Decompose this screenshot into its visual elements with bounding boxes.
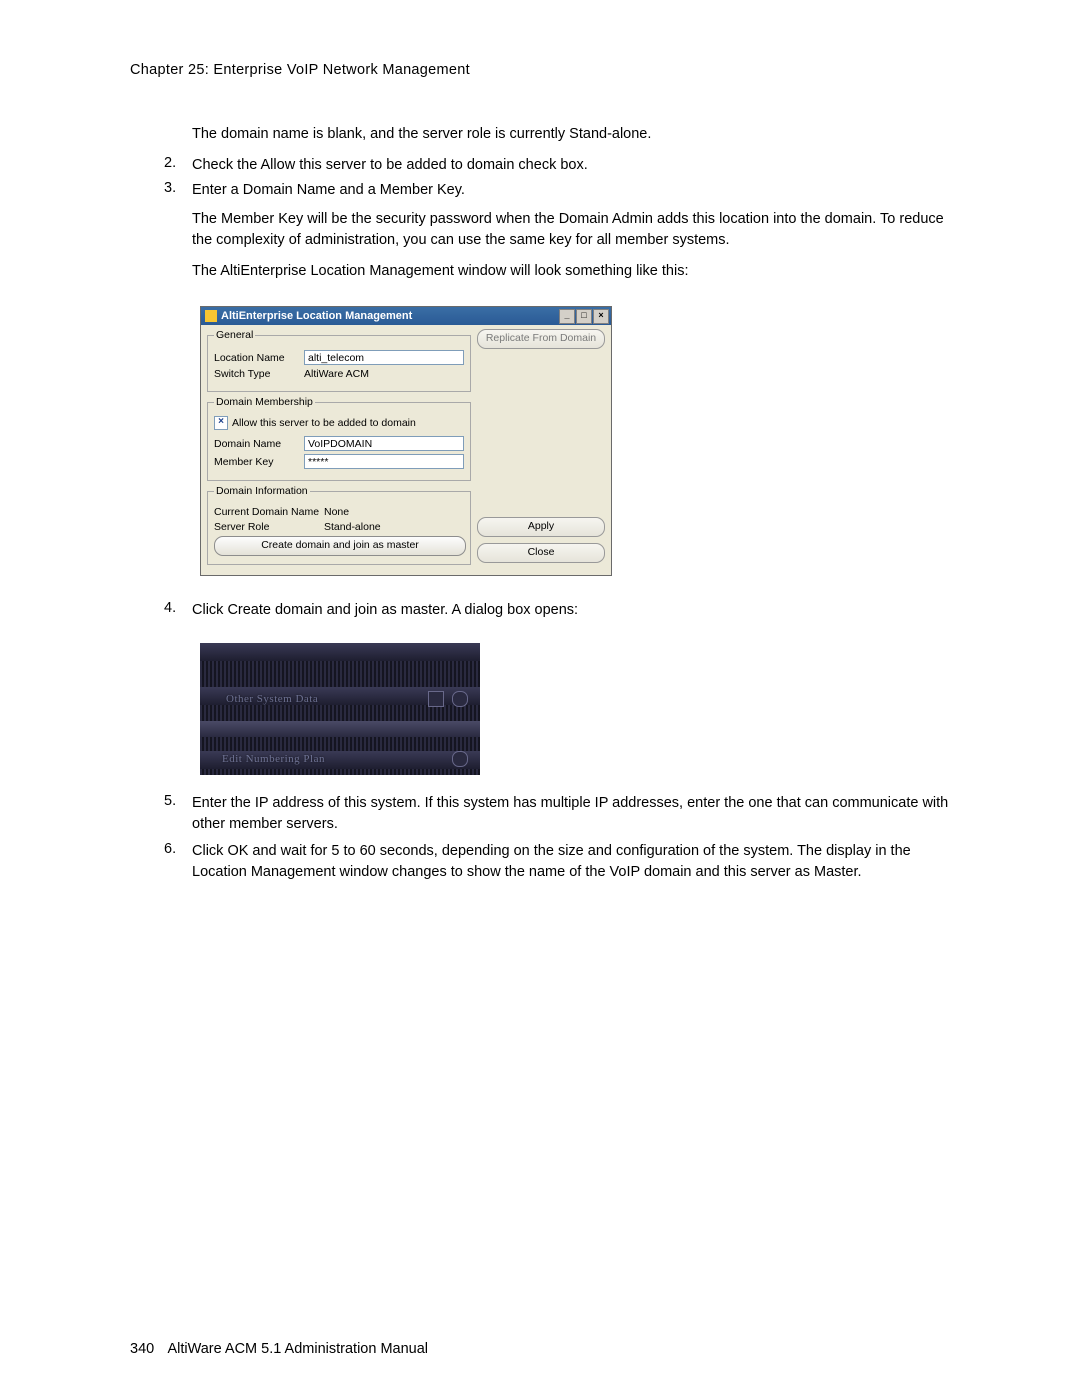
info-group: Domain Information Current Domain Name N… bbox=[207, 485, 471, 565]
domain-name-input[interactable] bbox=[304, 436, 464, 451]
server-role-value: Stand-alone bbox=[324, 521, 381, 533]
step-number-4: 4. bbox=[164, 600, 192, 621]
close-button[interactable]: Close bbox=[477, 543, 605, 563]
replicate-button[interactable]: Replicate From Domain bbox=[477, 329, 605, 349]
allow-label: Allow this server to be added to domain bbox=[232, 417, 416, 429]
app-icon bbox=[205, 310, 217, 322]
ghost-text-2: Edit Numbering Plan bbox=[222, 753, 325, 765]
location-name-input[interactable] bbox=[304, 350, 464, 365]
apply-button[interactable]: Apply bbox=[477, 517, 605, 537]
page-number: 340 bbox=[130, 1341, 154, 1357]
step-number-2: 2. bbox=[164, 155, 192, 176]
dialog-square-icon bbox=[428, 691, 444, 707]
page-footer: 340 AltiWare ACM 5.1 Administration Manu… bbox=[130, 1341, 428, 1357]
current-domain-label: Current Domain Name bbox=[214, 506, 324, 518]
step-3-para-b: The Member Key will be the security pass… bbox=[192, 209, 950, 251]
step-3-text: Enter a Domain Name and a Member Key. bbox=[192, 180, 950, 201]
general-legend: General bbox=[214, 329, 255, 341]
member-key-label: Member Key bbox=[214, 456, 304, 468]
current-domain-value: None bbox=[324, 506, 349, 518]
titlebar: AltiEnterprise Location Management _ □ × bbox=[201, 307, 611, 325]
switch-type-value: AltiWare ACM bbox=[304, 368, 369, 380]
step-3-para-c: The AltiEnterprise Location Management w… bbox=[192, 261, 950, 282]
dialog-round-icon-2 bbox=[452, 751, 468, 767]
dialog-round-icon bbox=[452, 691, 468, 707]
switch-type-label: Switch Type bbox=[214, 368, 304, 380]
window-title: AltiEnterprise Location Management bbox=[221, 310, 412, 322]
close-window-button[interactable]: × bbox=[593, 309, 609, 324]
general-group: General Location Name Switch Type AltiWa… bbox=[207, 329, 471, 392]
intro-paragraph: The domain name is blank, and the server… bbox=[192, 124, 950, 145]
membership-group: Domain Membership × Allow this server to… bbox=[207, 396, 471, 481]
footer-text: AltiWare ACM 5.1 Administration Manual bbox=[167, 1341, 428, 1357]
membership-legend: Domain Membership bbox=[214, 396, 315, 408]
ghost-text-1: Other System Data bbox=[226, 693, 318, 705]
create-domain-button[interactable]: Create domain and join as master bbox=[214, 536, 466, 556]
domain-name-label: Domain Name bbox=[214, 438, 304, 450]
server-role-label: Server Role bbox=[214, 521, 324, 533]
step-4-text: Click Create domain and join as master. … bbox=[192, 600, 950, 621]
dialog-screenshot: Other System Data Edit Numbering Plan bbox=[200, 643, 480, 775]
step-number-6: 6. bbox=[164, 841, 192, 883]
location-name-label: Location Name bbox=[214, 352, 304, 364]
member-key-input[interactable] bbox=[304, 454, 464, 469]
minimize-button[interactable]: _ bbox=[559, 309, 575, 324]
step-5-text: Enter the IP address of this system. If … bbox=[192, 793, 950, 835]
step-6-text: Click OK and wait for 5 to 60 seconds, d… bbox=[192, 841, 950, 883]
info-legend: Domain Information bbox=[214, 485, 310, 497]
step-2-text: Check the Allow this server to be added … bbox=[192, 155, 950, 176]
chapter-header: Chapter 25: Enterprise VoIP Network Mana… bbox=[130, 62, 950, 78]
step-number-3: 3. bbox=[164, 180, 192, 201]
location-management-window: AltiEnterprise Location Management _ □ ×… bbox=[200, 306, 612, 576]
allow-checkbox[interactable]: × bbox=[214, 416, 228, 430]
step-number-5: 5. bbox=[164, 793, 192, 835]
maximize-button[interactable]: □ bbox=[576, 309, 592, 324]
